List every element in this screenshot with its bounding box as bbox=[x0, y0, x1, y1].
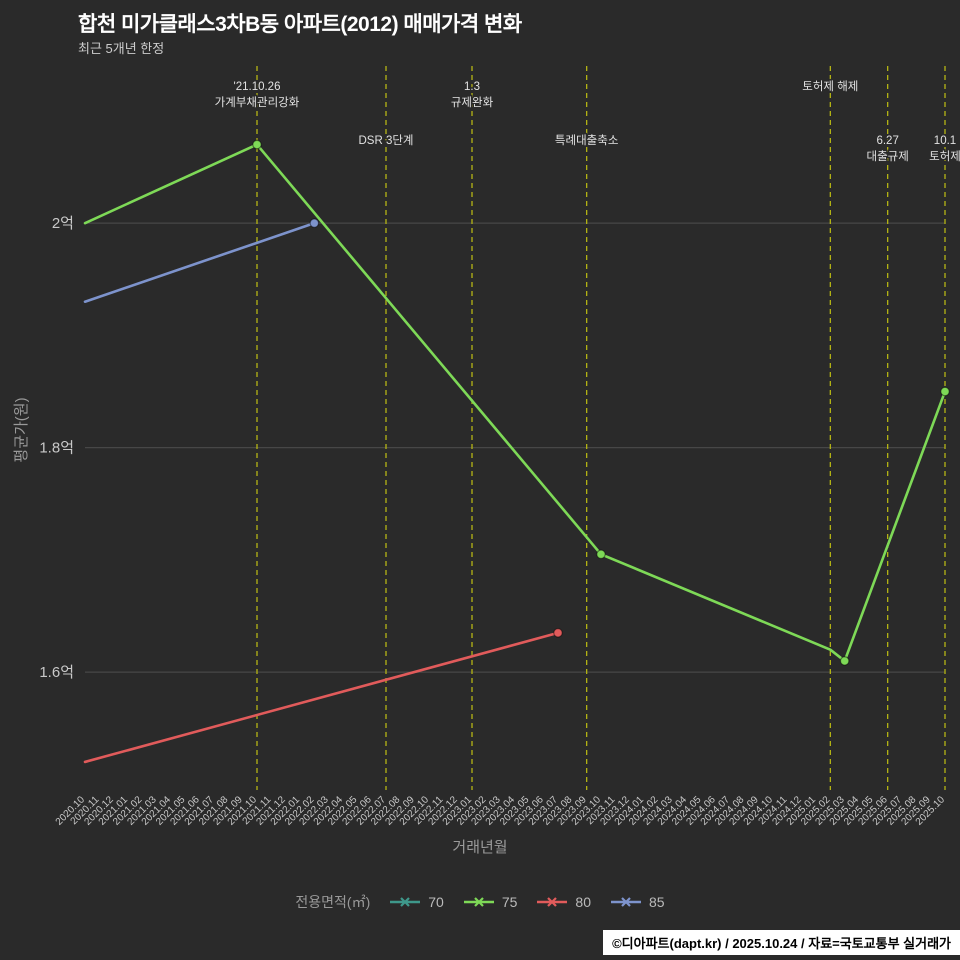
annotation-text: 대출규제 bbox=[867, 150, 909, 163]
legend-entry-85[interactable]: 85 bbox=[609, 894, 665, 910]
annotation-text: DSR 3단계 bbox=[358, 134, 413, 147]
annotation-text: 10.1 bbox=[934, 135, 956, 147]
x-axis-title: 거래년월 bbox=[452, 839, 508, 856]
series-marker-75 bbox=[252, 139, 262, 150]
series-marker-75 bbox=[940, 386, 950, 397]
line-x-marker-icon bbox=[390, 897, 421, 907]
legend-entry-80[interactable]: 80 bbox=[535, 894, 591, 910]
credit-footer: ©디아파트(dapt.kr) / 2025.10.24 / 자료=국토교통부 실… bbox=[603, 930, 960, 955]
legend-entry-75[interactable]: 75 bbox=[462, 894, 517, 910]
line-x-marker-icon bbox=[537, 897, 568, 907]
y-axis-title: 평균가(원) bbox=[13, 397, 30, 463]
series-line-80 bbox=[83, 631, 560, 764]
line-x-marker-icon bbox=[611, 897, 641, 907]
page-subtitle: 최근 5개년 한정 bbox=[78, 41, 165, 56]
annotation-text: '21.10.26 bbox=[234, 81, 281, 93]
series-marker-80 bbox=[553, 628, 563, 638]
series-marker-85 bbox=[309, 218, 320, 228]
series-line-85 bbox=[83, 221, 316, 304]
annotation-text: 토허제 해제 bbox=[802, 80, 858, 93]
y-tick-label: 2억 bbox=[52, 215, 74, 232]
annotation-text: 규제완화 bbox=[451, 96, 494, 109]
series-marker-75 bbox=[839, 656, 850, 666]
legend-entry-70[interactable]: 70 bbox=[388, 894, 444, 910]
line-x-marker-icon bbox=[463, 897, 494, 907]
series-marker-75 bbox=[596, 549, 606, 560]
annotation-text: 1.3 bbox=[464, 81, 480, 93]
series-line-75 bbox=[83, 143, 947, 663]
price-line-chart: 2억 1.8억 1.6억 '21.10.26 가계부채관리강화 DSR 3단계 1.3 규제완… bbox=[39, 66, 960, 828]
y-tick-label: 1.6억 bbox=[39, 664, 74, 681]
annotation-text: 6.27 bbox=[876, 135, 898, 147]
annotation-text: 특례대출축소 bbox=[555, 134, 618, 147]
annotation-text: 가계부채관리강화 bbox=[215, 96, 300, 109]
legend: 전용면적(㎡) 70 75 80 85 bbox=[0, 892, 960, 912]
page-title: 합천 미가클래스3차B동 아파트(2012) 매매가격 변화 bbox=[78, 13, 522, 36]
annotation-text: 토허제 bbox=[929, 150, 960, 163]
legend-title: 전용면적(㎡) bbox=[295, 894, 371, 910]
y-tick-label: 1.8억 bbox=[39, 440, 74, 457]
